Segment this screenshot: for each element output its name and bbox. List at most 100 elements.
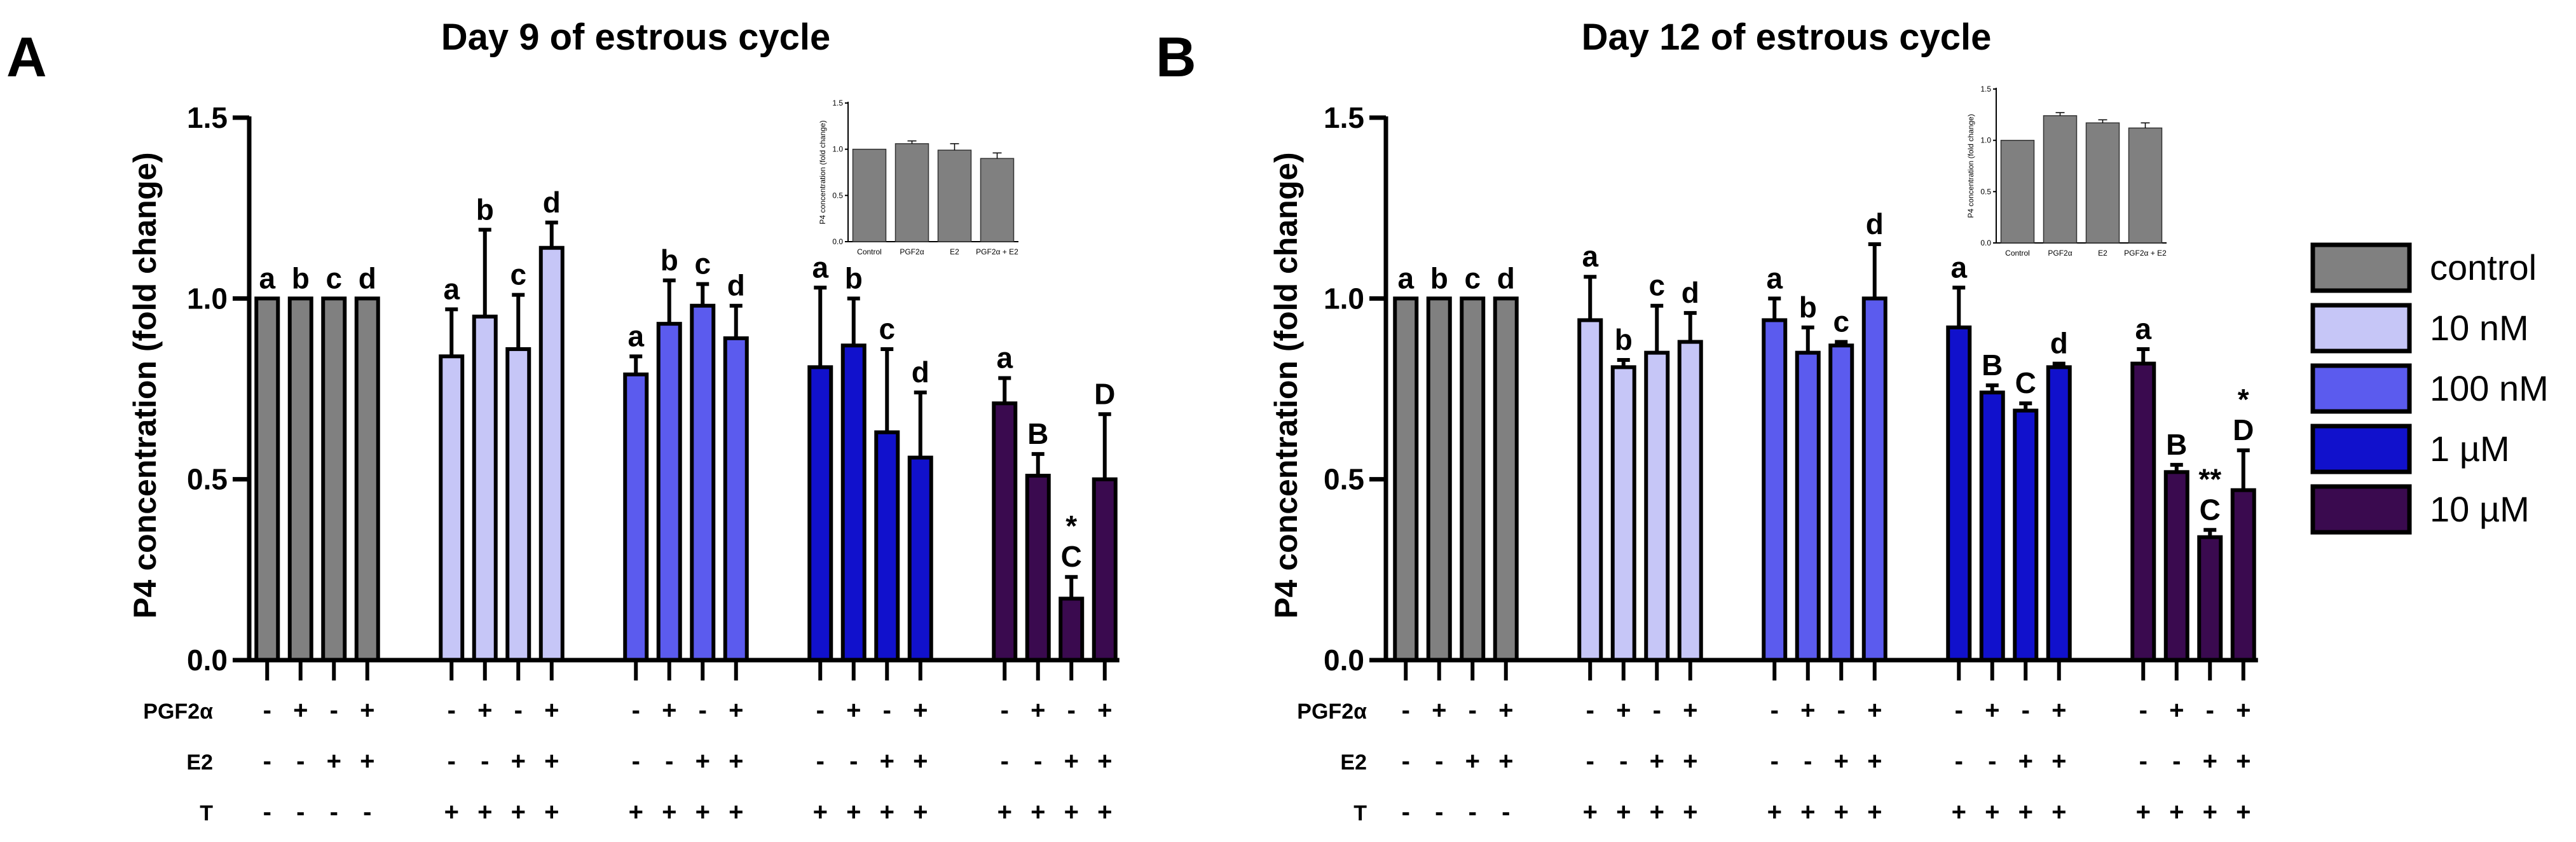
treatment-sign: + (1683, 696, 1697, 724)
treatment-sign: + (1683, 747, 1697, 775)
treatment-sign: + (1616, 696, 1631, 724)
treatment-sign: + (1767, 798, 1782, 826)
inset-y-tick-label: 0.5 (832, 191, 843, 200)
treatment-sign: + (2018, 798, 2033, 826)
panel-b-row-label-t: T (1353, 801, 1367, 825)
legend-label-100nm: 100 nM (2430, 368, 2549, 408)
inset-y-tick-label: 0.5 (1980, 187, 1991, 196)
bar (1795, 350, 1821, 663)
panel-b-title: Day 12 of estrous cycle (1582, 17, 1992, 58)
bar (1058, 597, 1085, 662)
inset-category-label: PGF2α + E2 (2124, 249, 2167, 258)
treatment-sign: + (544, 798, 559, 826)
treatment-sign: - (1402, 696, 1410, 724)
bar (874, 430, 900, 662)
bar (907, 455, 933, 663)
legend-label-control: control (2430, 247, 2537, 287)
treatment-sign: - (1619, 747, 1627, 775)
treatment-sign: + (913, 696, 928, 724)
treatment-sign: - (330, 696, 338, 724)
treatment-sign: - (1502, 798, 1510, 826)
bar (2046, 365, 2072, 662)
bar (1393, 296, 1419, 663)
significance-letter: d (543, 186, 561, 219)
significance-letter: d (359, 261, 376, 294)
treatment-sign: - (1586, 696, 1594, 724)
significance-letter: b (476, 193, 494, 226)
y-tick-label: 0.5 (1324, 463, 1364, 496)
bar (2163, 470, 2189, 662)
legend-label-1um: 1 µM (2430, 429, 2510, 469)
treatment-sign: - (1653, 696, 1661, 724)
significance-letter: d (912, 355, 929, 389)
inset-ylabel: P4 concentration (fold change) (818, 120, 827, 224)
treatment-sign: + (629, 798, 643, 826)
treatment-sign: - (2139, 696, 2148, 724)
treatment-sign: + (1867, 747, 1882, 775)
treatment-sign: - (1435, 798, 1443, 826)
bar (992, 401, 1018, 662)
treatment-sign: - (263, 798, 271, 826)
significance-star: * (2238, 383, 2249, 416)
treatment-sign: + (511, 747, 526, 775)
inset-category-label: Control (857, 247, 882, 256)
significance-letter: C (1061, 540, 1082, 573)
panel-a-ylabel: P4 concentration (fold change) (127, 152, 163, 618)
bar (656, 322, 682, 662)
treatment-sign: + (1097, 798, 1112, 826)
inset-bar (2128, 127, 2163, 244)
treatment-sign: + (1834, 747, 1849, 775)
treatment-sign: - (1771, 696, 1779, 724)
treatment-sign: + (695, 798, 710, 826)
significance-letter: d (727, 269, 745, 302)
treatment-sign: - (2172, 747, 2181, 775)
treatment-sign: + (2169, 798, 2184, 826)
treatment-sign: + (293, 696, 308, 724)
legend-label-10um: 10 µM (2430, 489, 2530, 529)
inset-category-label: E2 (950, 247, 959, 256)
legend-swatch-control (2310, 242, 2412, 293)
treatment-sign: + (1097, 696, 1112, 724)
significance-letter: d (1497, 261, 1515, 294)
legend-swatch-100nm (2310, 363, 2412, 414)
treatment-sign: - (632, 696, 640, 724)
y-tick-label: 1.0 (1324, 282, 1364, 315)
bar (1493, 296, 1519, 663)
treatment-sign: - (632, 747, 640, 775)
significance-letter: C (2200, 493, 2221, 526)
bar (1577, 318, 1603, 663)
y-tick-label: 1.5 (187, 101, 228, 134)
significance-star: ** (2198, 462, 2221, 495)
bar (287, 296, 313, 663)
bar (472, 314, 498, 662)
bar (807, 365, 833, 662)
bar (2230, 488, 2256, 663)
significance-letter: c (510, 258, 526, 291)
treatment-sign: - (1067, 696, 1076, 724)
bar (1025, 473, 1051, 662)
significance-letter: c (325, 261, 342, 294)
panel-a-inset: 0.0 0.5 1.0 1.5 P4 concentration (fold chang… (818, 99, 1018, 256)
treatment-sign: + (1800, 798, 1815, 826)
treatment-sign: + (2052, 798, 2066, 826)
inset-bar (894, 143, 929, 242)
treatment-sign: - (1804, 747, 1812, 775)
treatment-sign: + (2236, 798, 2251, 826)
legend-swatch-1um (2310, 424, 2412, 474)
treatment-sign: - (1402, 798, 1410, 826)
inset-bar (2043, 115, 2078, 244)
treatment-sign: + (729, 747, 743, 775)
legend-swatch-10um (2310, 484, 2412, 535)
treatment-sign: + (1650, 798, 1664, 826)
treatment-sign: - (263, 747, 271, 775)
panel-a-row-label-e2: E2 (186, 750, 213, 775)
treatment-sign: + (1031, 696, 1045, 724)
treatment-sign: - (1586, 747, 1594, 775)
bar (1460, 296, 1486, 663)
treatment-sign: - (514, 696, 523, 724)
significance-letter: b (292, 261, 310, 294)
bar (1762, 318, 1788, 663)
significance-letter: b (1430, 261, 1448, 294)
